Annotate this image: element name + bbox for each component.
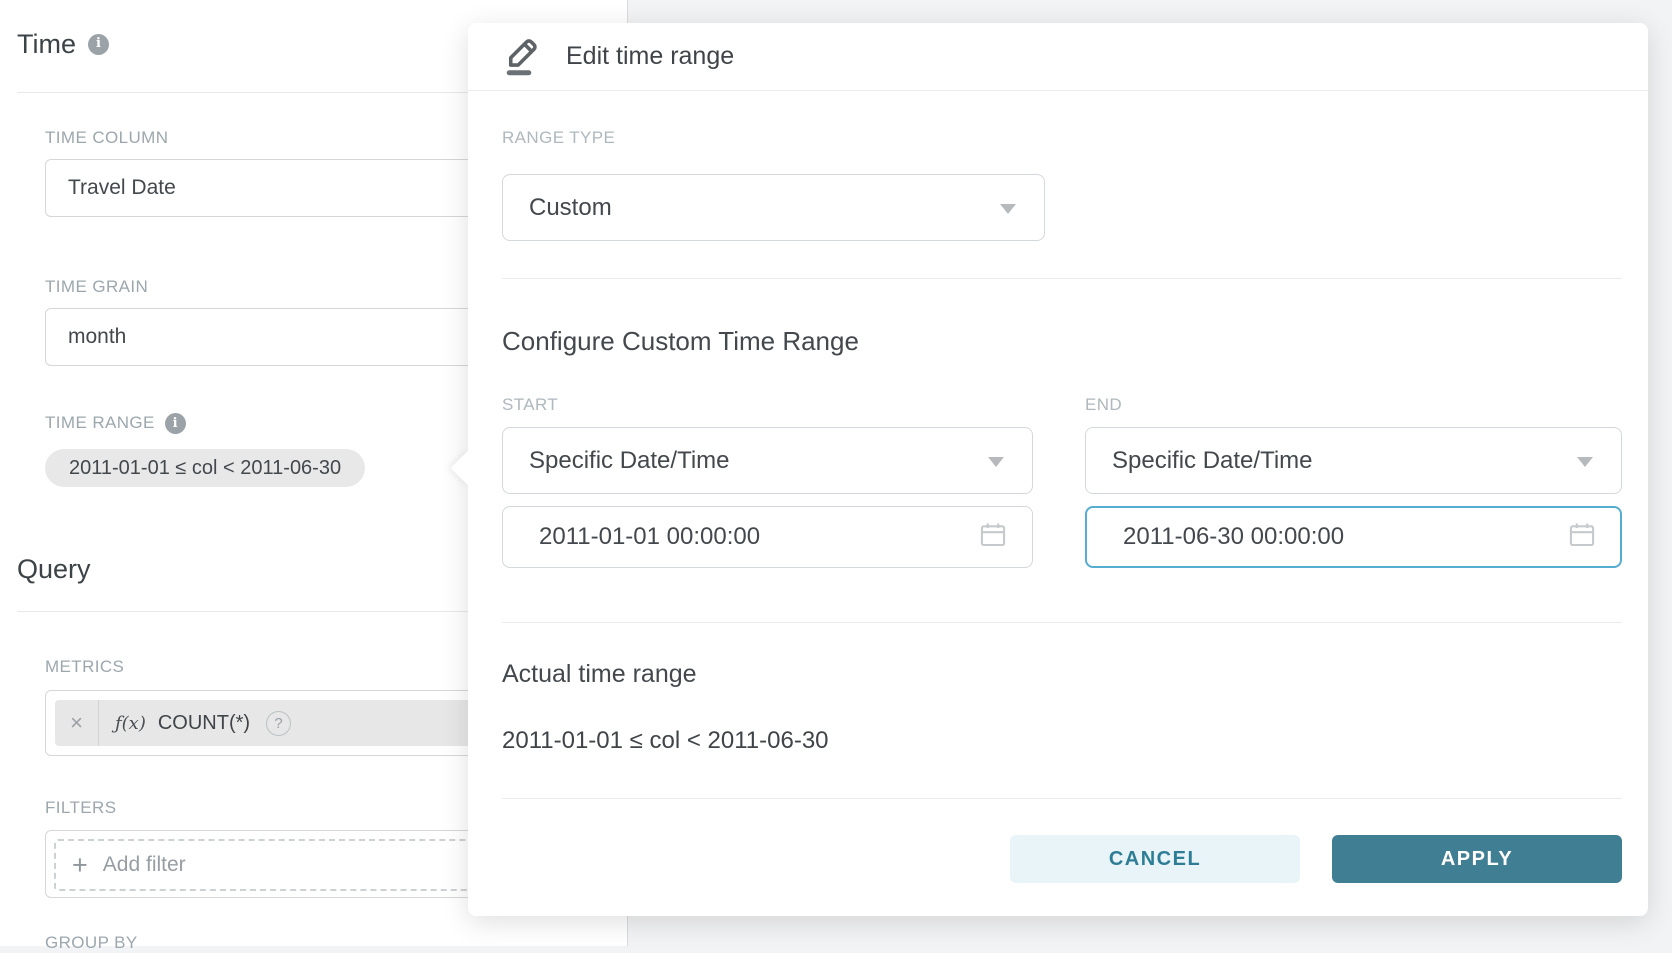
time-range-label-text: TIME RANGE bbox=[45, 413, 155, 432]
divider bbox=[17, 92, 609, 93]
plus-icon: + bbox=[72, 849, 88, 880]
actual-time-range-heading: Actual time range bbox=[502, 660, 697, 688]
metrics-label: METRICS bbox=[45, 657, 125, 676]
time-range-pill[interactable]: 2011-01-01 ≤ col < 2011-06-30 bbox=[45, 449, 366, 487]
divider bbox=[502, 278, 1622, 279]
end-datetime-input[interactable] bbox=[1085, 506, 1622, 568]
edit-time-range-popover: Edit time range RANGE TYPE Custom Config… bbox=[450, 23, 1648, 916]
time-grain-value: month bbox=[68, 325, 127, 348]
start-mode-select[interactable]: Specific Date/Time bbox=[502, 427, 1033, 494]
remove-metric-icon[interactable]: × bbox=[55, 700, 99, 746]
time-grain-label: TIME GRAIN bbox=[45, 277, 149, 296]
actual-time-range-value: 2011-01-01 ≤ col < 2011-06-30 bbox=[502, 727, 829, 754]
start-label: START bbox=[502, 395, 559, 414]
time-section-title: Time bbox=[17, 29, 76, 59]
cancel-button[interactable]: CANCEL bbox=[1010, 835, 1300, 883]
start-datetime-input[interactable] bbox=[502, 506, 1033, 568]
range-type-select[interactable]: Custom bbox=[502, 174, 1045, 241]
add-filter-label: Add filter bbox=[102, 853, 186, 876]
info-icon[interactable]: i bbox=[164, 412, 186, 434]
popover-header: Edit time range bbox=[468, 23, 1648, 91]
chevron-down-icon bbox=[1000, 203, 1016, 214]
divider bbox=[502, 798, 1622, 799]
calendar-icon[interactable] bbox=[979, 521, 1007, 553]
divider bbox=[502, 622, 1622, 623]
start-column: START Specific Date/Time bbox=[502, 395, 1033, 568]
add-filter-button[interactable]: + Add filter bbox=[54, 839, 596, 891]
edit-pencil-icon bbox=[504, 31, 540, 82]
help-icon[interactable]: ? bbox=[266, 710, 292, 736]
chevron-down-icon bbox=[988, 456, 1004, 467]
group-by-label: GROUP BY bbox=[45, 933, 138, 952]
end-mode-value: Specific Date/Time bbox=[1112, 446, 1313, 474]
end-label: END bbox=[1085, 395, 1123, 414]
info-icon[interactable]: i bbox=[88, 33, 109, 55]
time-section-heading: Time i bbox=[17, 26, 628, 62]
time-range-label: TIME RANGE i bbox=[45, 412, 628, 434]
configure-heading: Configure Custom Time Range bbox=[502, 326, 859, 356]
end-column: END Specific Date/Time bbox=[1085, 395, 1622, 568]
end-mode-select[interactable]: Specific Date/Time bbox=[1085, 427, 1622, 494]
time-column-value: Travel Date bbox=[68, 176, 176, 199]
filters-label: FILTERS bbox=[45, 798, 117, 817]
apply-button[interactable]: APPLY bbox=[1332, 835, 1622, 883]
query-section-title: Query bbox=[17, 554, 91, 584]
popover-title: Edit time range bbox=[566, 42, 735, 70]
metric-name: COUNT(*) bbox=[157, 711, 251, 734]
calendar-icon[interactable] bbox=[1568, 521, 1596, 553]
chevron-down-icon bbox=[1577, 456, 1593, 467]
range-type-label: RANGE TYPE bbox=[502, 128, 616, 147]
function-icon: ƒ(x) bbox=[115, 712, 146, 734]
range-type-value: Custom bbox=[529, 193, 612, 221]
start-mode-value: Specific Date/Time bbox=[529, 446, 730, 474]
time-column-label: TIME COLUMN bbox=[45, 128, 169, 147]
divider bbox=[17, 611, 609, 612]
query-section-heading: Query bbox=[17, 551, 628, 587]
